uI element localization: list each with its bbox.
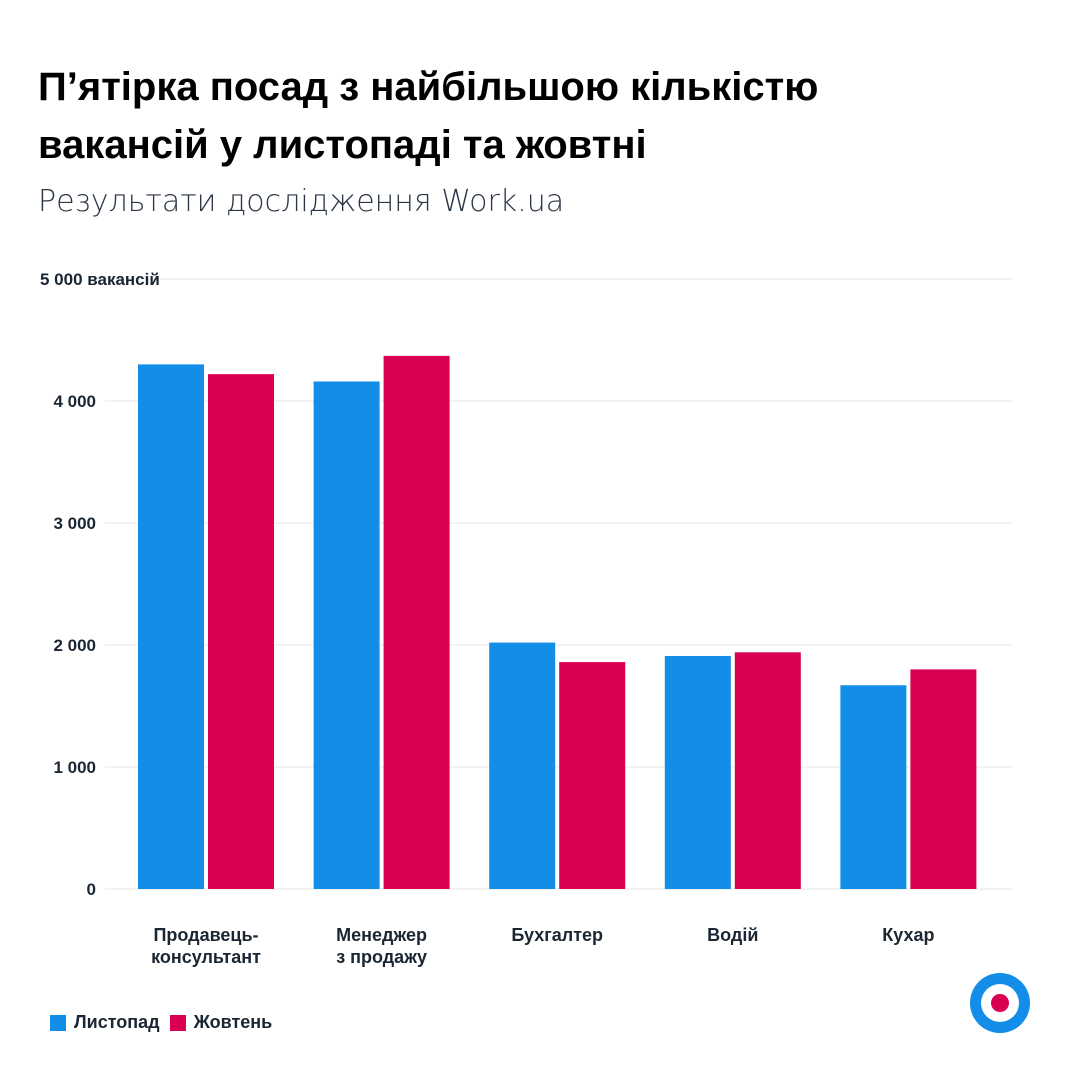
x-tick-label: Водій <box>707 925 758 945</box>
bar-november <box>840 685 907 889</box>
x-tick-label-line: Продавець- <box>153 925 258 945</box>
bar-october <box>910 669 977 889</box>
workua-logo <box>970 973 1030 1033</box>
x-tick-label-line: Бухгалтер <box>511 925 603 945</box>
x-tick-label-line: Водій <box>707 925 758 945</box>
x-tick-label: Кухар <box>882 925 934 945</box>
y-tick-label: 0 <box>87 880 96 899</box>
legend-label-october: Жовтень <box>193 1012 273 1032</box>
bar-october <box>734 652 801 889</box>
y-tick-label: 2 000 <box>53 636 96 655</box>
y-tick-label: 5 000 вакансій <box>40 270 160 289</box>
bar-november <box>489 642 556 889</box>
legend-label-november: Листопад <box>74 1012 160 1032</box>
y-tick-label: 1 000 <box>53 758 96 777</box>
legend-swatch-october <box>169 1014 186 1031</box>
x-tick-label: Продавець-консультант <box>151 925 261 967</box>
bar-november <box>313 381 380 889</box>
legend: Листопад Жовтень <box>50 1012 272 1033</box>
bar-october <box>208 374 274 889</box>
bar-november <box>664 655 731 889</box>
bar-october <box>559 662 626 889</box>
y-tick-label: 3 000 <box>53 514 96 533</box>
x-tick-label: Бухгалтер <box>511 925 603 945</box>
x-tick-label-line: з продажу <box>336 947 427 967</box>
legend-item-october: Жовтень <box>169 1012 273 1033</box>
chart-subtitle: Результати дослідження Work.ua <box>38 184 565 219</box>
x-tick-label-line: Кухар <box>882 925 934 945</box>
legend-item-november: Листопад <box>50 1012 160 1033</box>
legend-swatch-november <box>50 1014 66 1031</box>
x-tick-label-line: Менеджер <box>336 925 427 945</box>
bar-october <box>383 355 450 889</box>
y-tick-label: 4 000 <box>53 392 96 411</box>
x-tick-label-line: консультант <box>151 947 261 967</box>
chart-title: П’ятірка посад з найбільшою кількістю ва… <box>38 65 819 167</box>
x-tick-label: Менеджер з продажу <box>336 925 427 967</box>
bar-november <box>138 364 204 889</box>
